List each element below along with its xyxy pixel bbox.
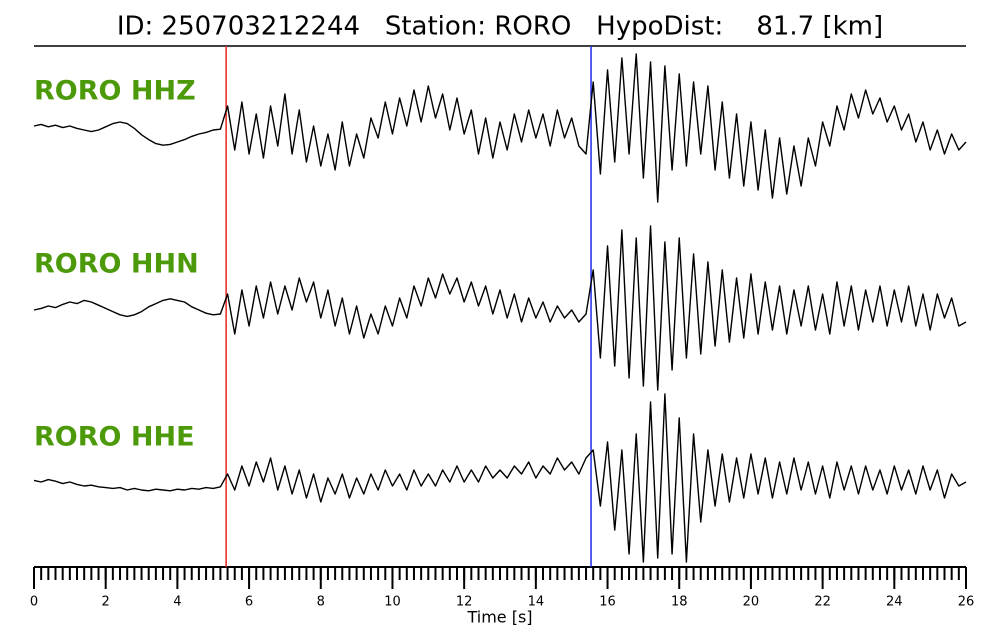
x-tick-label: 14 (528, 595, 545, 610)
x-tick-label: 18 (671, 595, 688, 610)
trace-label: RORO HHN (34, 249, 199, 280)
x-tick-label: 10 (384, 595, 401, 610)
x-tick-label: 16 (599, 595, 616, 610)
x-tick-label: 4 (173, 595, 181, 610)
x-tick-label: 26 (958, 595, 975, 610)
x-tick-label: 20 (743, 595, 760, 610)
x-tick-label: 22 (814, 595, 831, 610)
x-tick-label: 6 (245, 595, 253, 610)
x-tick-label: 0 (30, 595, 38, 610)
chart-title: ID: 250703212244 Station: RORO HypoDist:… (117, 12, 883, 42)
trace-label: RORO HHE (34, 422, 195, 453)
trace-label: RORO HHZ (34, 76, 196, 107)
x-tick-label: 2 (102, 595, 110, 610)
x-tick-label: 12 (456, 595, 473, 610)
x-axis-label: Time [s] (466, 608, 532, 627)
x-tick-label: 8 (317, 595, 325, 610)
waveform-trace (33, 393, 967, 563)
x-tick-label: 24 (886, 595, 903, 610)
waveform-trace (33, 53, 967, 203)
waveform-trace (33, 225, 967, 391)
